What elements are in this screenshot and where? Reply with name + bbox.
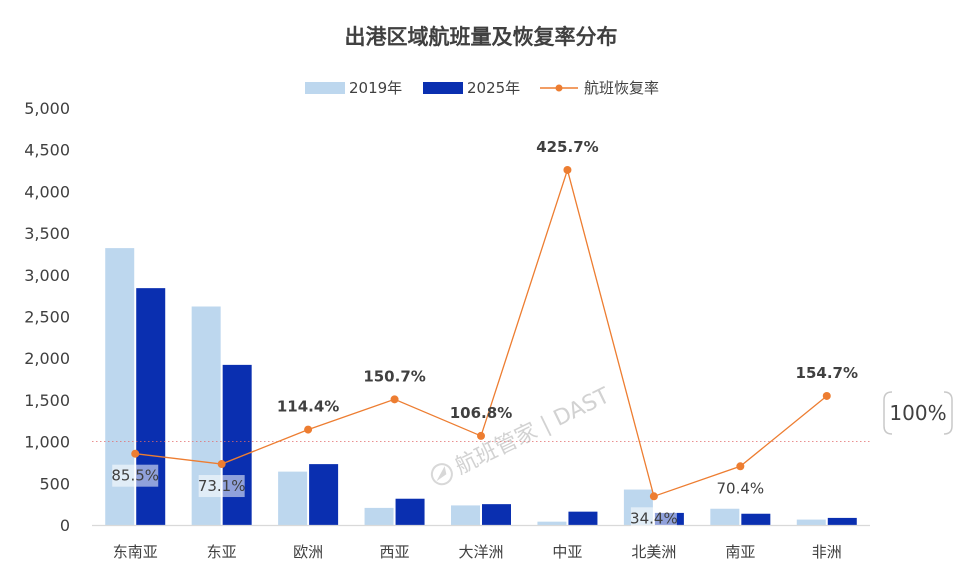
watermark: 航班管家 | DAST	[430, 383, 614, 486]
x-category-label: 西亚	[380, 543, 410, 561]
ref-badge-right-bracket	[943, 391, 953, 435]
recovery-rate-point	[390, 395, 399, 404]
legend-marker-recovery-rate	[555, 84, 563, 92]
recovery-rate-point	[477, 431, 485, 440]
bar-2019	[710, 508, 740, 525]
recovery-rate-point	[563, 165, 572, 174]
legend-item-2019: 2019年	[305, 79, 402, 97]
bar-2019	[451, 505, 480, 525]
recovery-rate-point	[822, 391, 831, 400]
bar-2025	[482, 504, 511, 525]
data-label-bg	[717, 477, 764, 500]
y-tick-label: 500	[39, 474, 70, 493]
y-tick-label: 4,000	[24, 182, 70, 201]
legend-label-2025: 2025年	[467, 79, 520, 97]
y-tick-label: 5,000	[24, 99, 70, 118]
x-category-label: 南亚	[725, 543, 755, 561]
recovery-rate-label: 114.4%	[277, 398, 339, 416]
y-tick-label: 2,500	[24, 308, 70, 327]
ref-badge-left-bracket	[883, 391, 893, 435]
watermark-text: 航班管家 | DAST	[451, 383, 614, 480]
legend-label-2019: 2019年	[349, 79, 402, 97]
recovery-rate-point	[131, 449, 140, 458]
bar-2025	[309, 464, 339, 525]
bar-2025	[395, 498, 425, 525]
x-category-label: 中亚	[552, 543, 582, 561]
recovery-rate-label: 150.7%	[363, 367, 425, 385]
reference-line-label: 100%	[889, 401, 946, 425]
x-category-label: 东南亚	[113, 543, 158, 561]
recovery-rate-label: 34.4%	[630, 509, 678, 527]
data-label-bg	[630, 507, 677, 530]
data-label-bg	[198, 475, 245, 498]
watermark-logo-icon	[430, 463, 453, 486]
recovery-rate-line	[131, 165, 831, 501]
bar-2019	[364, 507, 394, 525]
reference-line: 100%	[92, 391, 953, 443]
y-tick-label: 2,000	[24, 349, 70, 368]
legend-swatch-2019	[305, 82, 345, 94]
bar-2025	[222, 364, 252, 525]
legend: 2019年 2025年 航班恢复率	[305, 79, 659, 97]
bar-2025	[827, 517, 857, 525]
bar-2019	[278, 471, 308, 525]
recovery-rate-label: 85.5%	[111, 467, 159, 485]
recovery-rate-label: 154.7%	[796, 364, 858, 382]
legend-item-recovery-rate: 航班恢复率	[540, 79, 659, 97]
recovery-rate-label: 70.4%	[717, 479, 765, 497]
chart-title: 出港区域航班量及恢复率分布	[345, 25, 618, 49]
legend-label-recovery-rate: 航班恢复率	[584, 79, 659, 97]
y-tick-label: 1,500	[24, 391, 70, 410]
x-category-label: 大洋洲	[458, 543, 503, 561]
legend-item-2025: 2025年	[423, 79, 520, 97]
bar-2019	[537, 521, 567, 525]
bar-2025	[741, 513, 771, 525]
legend-swatch-2025	[423, 82, 463, 94]
recovery-rate-label: 106.8%	[450, 404, 512, 422]
recovery-rate-point	[649, 492, 658, 501]
recovery-rate-point	[736, 462, 745, 471]
y-tick-label: 4,500	[24, 141, 70, 160]
recovery-rate-point	[304, 425, 313, 434]
data-labels: 85.5% 73.1% 114.4% 150.7% 106.8% 425.7% 34.4% 7…	[111, 138, 858, 530]
bar-2025	[136, 288, 166, 525]
x-category-label: 北美洲	[631, 543, 676, 561]
x-category-label: 欧洲	[293, 543, 323, 561]
recovery-rate-label: 425.7%	[536, 138, 598, 156]
y-tick-label: 3,000	[24, 266, 70, 285]
data-label-bg	[112, 464, 159, 487]
recovery-rate-label: 73.1%	[198, 477, 246, 495]
bar-2019	[796, 519, 826, 525]
x-category-label: 东亚	[207, 543, 237, 561]
y-tick-label: 1,000	[24, 433, 70, 452]
x-category-label: 非洲	[812, 543, 842, 561]
bar-2025	[568, 511, 598, 525]
y-tick-label: 0	[60, 516, 70, 535]
y-tick-label: 3,500	[24, 224, 70, 243]
x-axis: 东南亚 东亚 欧洲 西亚 大洋洲 中亚 北美洲 南亚 非洲	[113, 543, 842, 561]
recovery-rate-point	[217, 460, 226, 469]
y-axis: 0 500 1,000 1,500 2,000 2,500 3,000 3,500 4,000 4…	[24, 99, 70, 535]
